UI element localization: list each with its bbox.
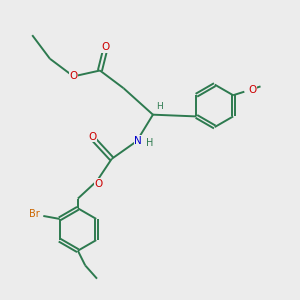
Text: Br: Br bbox=[29, 209, 40, 220]
Text: H: H bbox=[146, 138, 154, 148]
Text: H: H bbox=[156, 102, 163, 111]
Text: O: O bbox=[94, 179, 103, 189]
Text: O: O bbox=[248, 85, 257, 95]
Text: O: O bbox=[102, 42, 110, 52]
Text: O: O bbox=[69, 71, 78, 81]
Text: O: O bbox=[88, 132, 97, 142]
Text: N: N bbox=[134, 136, 142, 146]
